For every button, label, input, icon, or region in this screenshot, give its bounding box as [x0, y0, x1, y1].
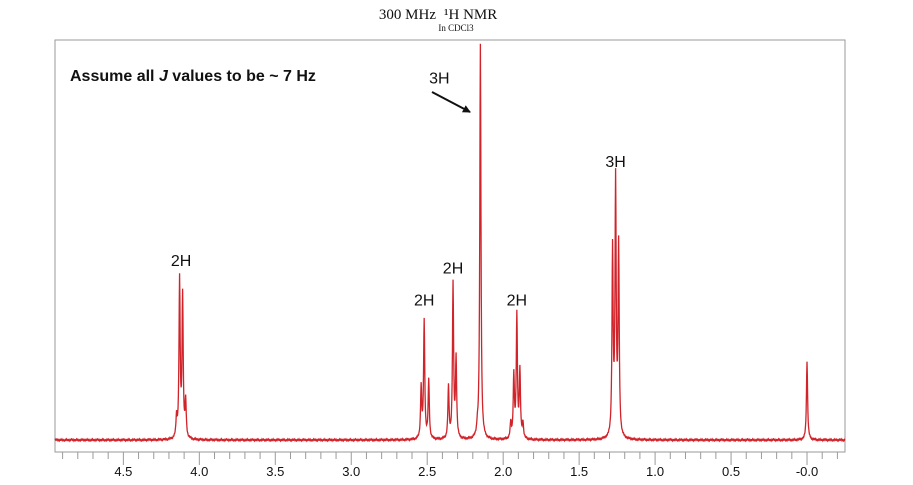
integral-label: 3H	[429, 71, 449, 88]
integral-labels: 2H 2H 2H 3H 2H 3H	[171, 71, 626, 310]
chart-title-nucleus: ¹H NMR	[444, 7, 497, 23]
x-tick-label: 0.5	[722, 464, 740, 479]
integral-label: 2H	[171, 253, 191, 270]
spectrum-trace	[54, 43, 846, 443]
x-tick-label: 1.0	[646, 464, 664, 479]
integral-label: 2H	[414, 292, 434, 309]
x-tick-label: -0.0	[796, 464, 818, 479]
x-tick-label: 3.0	[342, 464, 360, 479]
integral-label: 2H	[443, 261, 463, 278]
x-tick-label: 1.5	[570, 464, 588, 479]
chart-title: 300 MHz	[379, 7, 436, 23]
integral-label: 2H	[507, 292, 527, 309]
annotation-arrow	[431, 91, 471, 113]
x-tick-label: 4.0	[190, 464, 208, 479]
x-tick-label: 2.5	[418, 464, 436, 479]
integral-label: 3H	[605, 154, 625, 171]
x-axis: 4.5 4.0 3.5 3.0 2.5 2.0 1.5 1.0 0.5 -0.0	[55, 451, 845, 479]
x-tick-label: 3.5	[266, 464, 284, 479]
chart-subtitle: In CDCl3	[438, 23, 474, 33]
x-tick-label: 4.5	[114, 464, 132, 479]
spectrum-line	[54, 43, 846, 443]
coupling-note: Assume all J values to be ~ 7 Hz	[70, 68, 316, 85]
x-tick-label: 2.0	[494, 464, 512, 479]
